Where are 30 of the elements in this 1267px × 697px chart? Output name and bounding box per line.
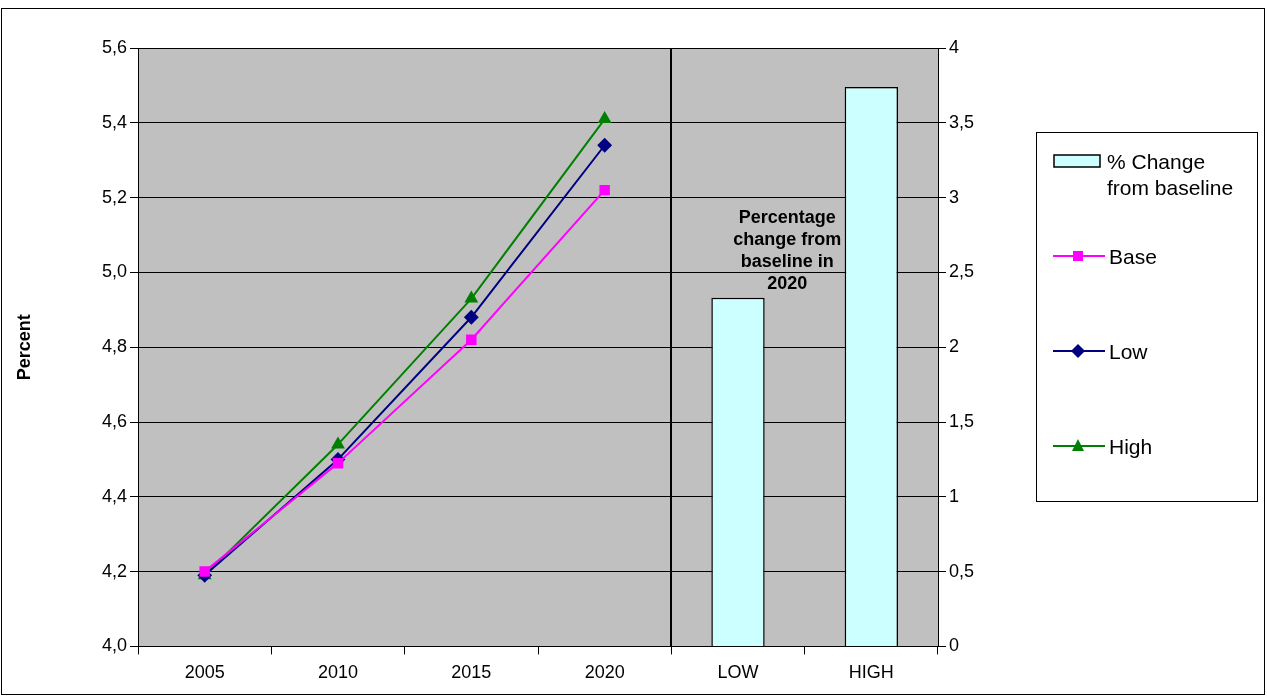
x-tick-label: LOW — [717, 662, 759, 683]
y2-tick-label: 0,5 — [949, 560, 975, 581]
y2-tick-label: 2,5 — [949, 261, 975, 282]
y-tick-label: 4,2 — [101, 560, 127, 581]
y-tick-label: 4,6 — [101, 410, 127, 431]
y-axis-title: Percent — [13, 314, 34, 381]
y-tick-label: 5,6 — [101, 36, 127, 57]
y2-tick-label: 1 — [949, 485, 960, 506]
x-tick-label: 2010 — [317, 662, 359, 683]
legend-label: % Change from baseline — [1107, 149, 1235, 201]
y2-tick-label: 0 — [949, 635, 960, 656]
legend-label: Base — [1109, 244, 1157, 270]
y2-tick-label: 1,5 — [949, 410, 975, 431]
y2-tick-label: 3,5 — [949, 111, 975, 132]
y2-tick-label: 3 — [949, 186, 960, 207]
y2-tick-label: 2 — [949, 336, 960, 357]
y-tick-label: 5,4 — [101, 111, 127, 132]
y-tick-label: 5,2 — [101, 186, 127, 207]
y-tick-label: 4,0 — [101, 635, 127, 656]
annotation: Percentage change from baseline in 2020 — [733, 206, 842, 293]
y-tick-label: 4,4 — [101, 485, 127, 506]
legend-label: High — [1109, 434, 1153, 460]
y-tick-label: 5,0 — [101, 261, 127, 282]
y2-tick-label: 4 — [949, 36, 960, 57]
y-tick-label: 4,8 — [101, 336, 127, 357]
legend-label: Low — [1109, 339, 1148, 365]
x-tick-label: 2015 — [451, 662, 492, 683]
x-tick-label: 2005 — [184, 662, 225, 683]
x-tick-label: HIGH — [848, 662, 894, 683]
x-tick-label: 2020 — [584, 662, 625, 683]
